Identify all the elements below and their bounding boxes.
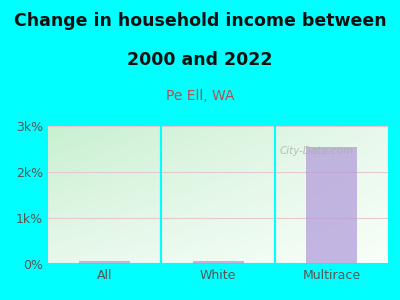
Text: Change in household income between: Change in household income between [14, 12, 386, 30]
Text: 2000 and 2022: 2000 and 2022 [127, 51, 273, 69]
Bar [192, 261, 244, 264]
Bar [306, 147, 357, 264]
Text: Pe Ell, WA: Pe Ell, WA [166, 88, 234, 103]
Bar [79, 261, 130, 264]
Text: City-Data.com: City-Data.com [279, 146, 353, 156]
